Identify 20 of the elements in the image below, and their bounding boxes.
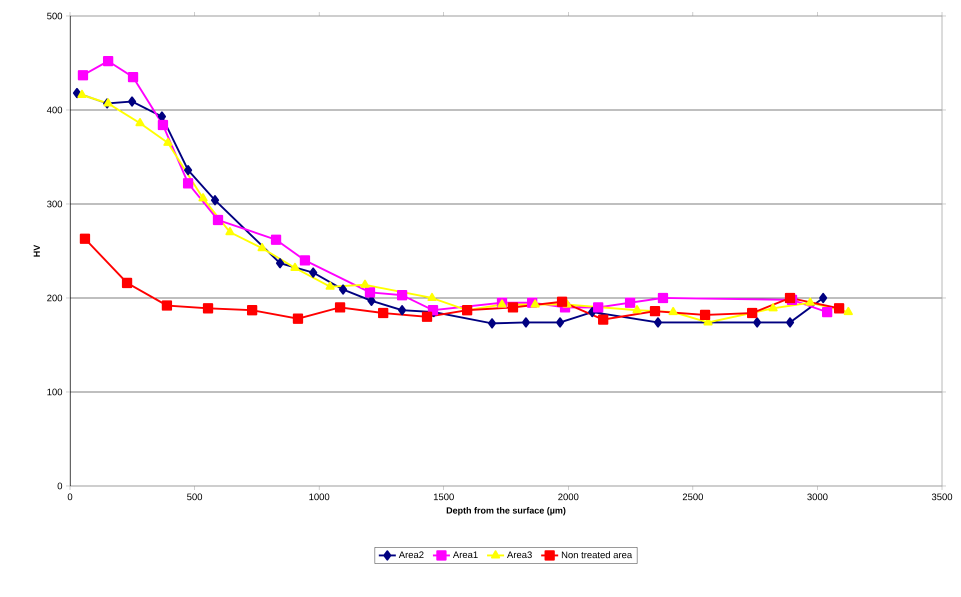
- x-tick-label: 1000: [309, 494, 330, 500]
- x-tick-label: 3000: [807, 494, 828, 500]
- x-tick-label: 2500: [682, 494, 704, 500]
- x-tick-label: 3500: [932, 494, 952, 500]
- legend-label: Area1: [452, 551, 478, 558]
- y-tick-label: 500: [47, 12, 62, 20]
- legend-label: Area3: [507, 551, 532, 558]
- x-tick-label: 2000: [558, 494, 578, 500]
- legend-label: Area2: [398, 551, 424, 558]
- y-tick-label: 400: [46, 106, 62, 114]
- x-axis-title: Depth from the surface (µm): [446, 507, 566, 516]
- y-axis-title: HV: [34, 244, 40, 257]
- y-tick-label: 100: [47, 388, 62, 396]
- y-tick-label: 0: [58, 482, 62, 490]
- x-tick-label: 500: [187, 494, 202, 500]
- y-tick-label: 300: [47, 200, 62, 208]
- y-tick-label: 200: [47, 294, 62, 302]
- legend-label: Non treated area: [562, 551, 632, 558]
- x-tick-label: 0: [68, 494, 72, 500]
- x-tick-label: 1500: [434, 494, 454, 500]
